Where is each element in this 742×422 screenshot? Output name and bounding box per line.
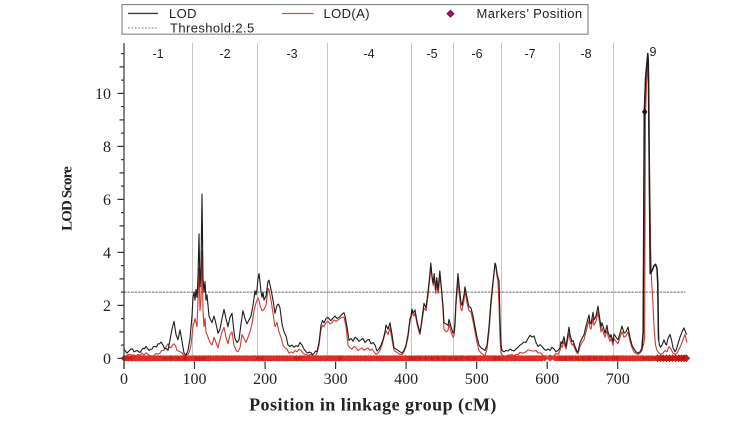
svg-text:LOD Score: LOD Score [60,166,76,231]
svg-text:400: 400 [394,371,418,388]
svg-text:-7: -7 [524,47,535,61]
svg-text:-2: -2 [219,47,230,61]
svg-text:4: 4 [103,245,111,262]
svg-text:700: 700 [606,371,630,388]
svg-text:600: 600 [535,371,559,388]
svg-text:300: 300 [324,371,348,388]
svg-text:0: 0 [120,371,128,388]
svg-text:6: 6 [103,192,111,209]
svg-text:500: 500 [465,371,489,388]
svg-text:-6: -6 [471,47,482,61]
svg-text:Markers’ Position: Markers’ Position [477,6,583,21]
svg-text:200: 200 [253,371,277,388]
svg-text:8: 8 [103,139,111,156]
svg-text:2: 2 [103,298,111,315]
svg-text:-3: -3 [286,47,297,61]
svg-text:-8: -8 [580,47,591,61]
svg-text:-5: -5 [426,47,437,61]
svg-text:0: 0 [103,351,111,368]
svg-text:9: 9 [650,45,657,59]
svg-text:-1: -1 [152,47,163,61]
svg-text:LOD(A): LOD(A) [324,6,370,21]
svg-text:Threshold:2.5: Threshold:2.5 [170,20,255,35]
svg-text:100: 100 [183,371,207,388]
svg-text:10: 10 [95,86,111,103]
svg-text:LOD: LOD [169,6,197,21]
svg-text:Position in linkage group (cM): Position in linkage group (cM) [249,395,497,416]
svg-text:-4: -4 [363,47,374,61]
